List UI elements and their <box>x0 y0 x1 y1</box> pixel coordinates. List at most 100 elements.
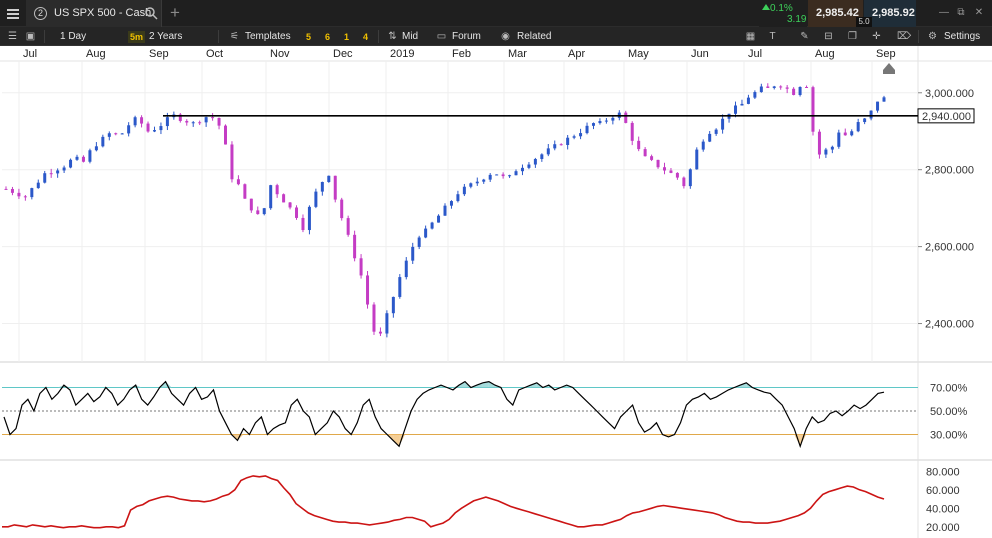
template-slot-2[interactable]: 6 <box>325 32 331 42</box>
candle-body <box>243 184 247 199</box>
candle-body <box>314 191 318 207</box>
candle-body <box>843 132 847 136</box>
candle-body <box>211 117 215 119</box>
related-button[interactable]: Related <box>517 31 552 42</box>
template-slot-1[interactable]: 5 <box>306 32 312 42</box>
month-label: Sep <box>149 48 169 60</box>
forum-button[interactable]: Forum <box>452 31 481 42</box>
lock-icon[interactable]: ⊟ <box>824 31 833 42</box>
candle-body <box>714 129 718 134</box>
grid-icon[interactable]: ▦ <box>745 31 756 42</box>
minimize-icon[interactable]: — <box>939 7 949 18</box>
candle-body <box>759 86 763 93</box>
month-axis: Jul Aug Sep Oct Nov Dec 2019 Feb Mar Apr May Jun Jul… <box>23 48 896 60</box>
hamburger-menu-icon[interactable] <box>0 0 26 27</box>
range-select[interactable]: 2 Years <box>149 31 183 42</box>
horizontal-line[interactable]: 2,940.000 <box>163 108 975 124</box>
search-icon[interactable] <box>144 6 158 20</box>
candle-body <box>249 198 253 211</box>
candle-body <box>740 103 744 106</box>
candle-body <box>591 123 595 126</box>
volatility-tick-label: 40.000 <box>926 503 960 515</box>
add-tab-icon[interactable]: + <box>170 3 180 22</box>
candle-body <box>10 188 14 193</box>
candle-body <box>378 331 382 334</box>
candle-body <box>863 118 867 123</box>
event-marker-icon <box>883 63 895 74</box>
candle-body <box>333 175 337 200</box>
interval-select[interactable]: 1 Day <box>60 31 87 42</box>
crosshair-icon[interactable]: ✛ <box>872 31 881 42</box>
layout-icon[interactable]: ▣ <box>25 31 36 42</box>
candle-body <box>4 188 8 190</box>
candle-body <box>430 222 434 229</box>
text-size-icon[interactable]: T <box>769 31 776 42</box>
candle-body <box>882 97 886 102</box>
candle-body <box>107 133 111 137</box>
candle-body <box>611 117 615 121</box>
month-label: Apr <box>568 48 585 60</box>
copy-icon[interactable]: ❐ <box>848 31 857 42</box>
candle-body <box>734 105 738 114</box>
candle-body <box>301 217 305 231</box>
candle-body <box>185 120 189 123</box>
templates-button[interactable]: Templates <box>245 31 291 42</box>
month-label: Aug <box>815 48 835 60</box>
candle-body <box>604 120 608 122</box>
candle-body <box>753 92 757 98</box>
divider <box>378 30 379 43</box>
candle-body <box>598 121 602 124</box>
candle-body <box>585 125 589 134</box>
rsi-overbought-fill <box>165 381 172 388</box>
candle-body <box>553 144 557 149</box>
sell-price-button[interactable]: 2,985.42 <box>808 0 863 27</box>
candle-body <box>178 114 182 121</box>
volatility-tick-label: 60.000 <box>926 485 960 497</box>
template-slot-4[interactable]: 4 <box>363 32 369 42</box>
candle-body <box>340 199 344 219</box>
price-change: 0.1% 3.19 <box>759 0 807 27</box>
month-label: Jul <box>23 48 37 60</box>
title-bar: 2 US SPX 500 - Cash + 0.1% 3.19 2,985.42… <box>0 0 992 27</box>
candle-body <box>688 169 692 187</box>
list-icon[interactable]: ☰ <box>8 31 17 42</box>
tag-icon[interactable]: ⌦ <box>897 31 912 42</box>
rsi-panel: 70.00% 50.00% 30.00% <box>2 380 968 449</box>
candle-body <box>508 175 512 177</box>
price-tick-label: 2,400.000 <box>925 319 974 331</box>
quick-interval-button[interactable]: 5m <box>128 31 146 43</box>
instrument-title: US SPX 500 - Cash <box>54 7 152 19</box>
candle-body <box>236 179 240 185</box>
close-icon[interactable]: ✕ <box>974 7 984 18</box>
candle-body <box>792 88 796 95</box>
mid-price-button[interactable]: Mid <box>402 31 419 42</box>
eye-icon: ◉ <box>501 31 510 42</box>
candle-body <box>62 167 66 171</box>
instrument-tab[interactable]: 2 US SPX 500 - Cash <box>26 0 162 27</box>
pencil-icon[interactable]: ✎ <box>800 31 809 42</box>
candle-body <box>346 218 350 235</box>
candle-body <box>256 210 260 215</box>
candle-body <box>650 156 654 160</box>
rsi-tick-label: 70.00% <box>930 383 968 395</box>
volatility-tick-label: 20.000 <box>926 522 960 534</box>
candle-body <box>424 228 428 238</box>
candle-body <box>462 186 466 195</box>
candle-body <box>217 118 221 126</box>
event-marker[interactable] <box>883 63 895 74</box>
month-label: Jun <box>691 48 709 60</box>
divider <box>44 30 45 43</box>
divider <box>918 30 919 43</box>
rsi-line <box>3 380 885 449</box>
settings-button[interactable]: Settings <box>944 31 981 42</box>
candle-body <box>675 172 679 178</box>
price-chart[interactable]: Jul Aug Sep Oct Nov Dec 2019 Feb Mar Apr May Jun Jul… <box>0 46 992 538</box>
popout-icon[interactable]: ⧉ <box>957 7 965 18</box>
buy-price-button[interactable]: 2,985.92 <box>864 0 916 27</box>
chart-canvas[interactable]: Jul Aug Sep Oct Nov Dec 2019 Feb Mar Apr May Jun Jul… <box>0 46 992 538</box>
candle-body <box>391 296 395 314</box>
candle-body <box>630 122 634 141</box>
candle-body <box>514 171 518 176</box>
template-slot-3[interactable]: 1 <box>344 32 350 42</box>
